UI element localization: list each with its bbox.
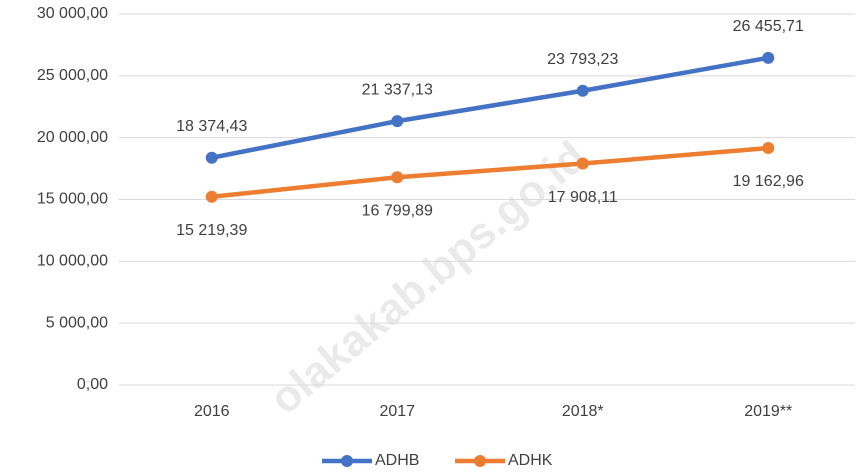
y-tick-label: 0,00 — [77, 376, 108, 393]
data-label: 16 799,89 — [362, 202, 433, 219]
point — [762, 51, 775, 64]
y-tick-label: 10 000,00 — [37, 253, 108, 270]
series-line — [211, 145, 769, 200]
data-label: 21 337,13 — [362, 81, 433, 98]
point — [576, 157, 589, 170]
y-tick-label: 5 000,00 — [46, 314, 108, 331]
x-tick-label: 2017 — [379, 403, 415, 420]
point — [391, 171, 404, 184]
point — [205, 190, 218, 203]
legend-label: ADHK — [508, 452, 553, 469]
legend-marker — [341, 455, 353, 467]
x-tick-label: 2019** — [744, 403, 792, 420]
y-tick-label: 20 000,00 — [37, 129, 108, 146]
data-label: 23 793,23 — [547, 51, 618, 68]
data-label: 15 219,39 — [176, 222, 247, 239]
point — [576, 84, 589, 97]
point — [391, 115, 404, 128]
series-line — [211, 55, 769, 160]
point — [205, 151, 218, 164]
data-label: 19 162,96 — [733, 173, 804, 190]
y-tick-label: 30 000,00 — [37, 5, 108, 22]
legend-marker — [474, 455, 486, 467]
data-label: 17 908,11 — [548, 189, 618, 206]
y-tick-label: 15 000,00 — [37, 191, 108, 208]
x-tick-label: 2018* — [562, 403, 604, 420]
y-tick-label: 25 000,00 — [37, 67, 108, 84]
data-label: 26 455,71 — [733, 18, 804, 35]
x-tick-label: 2016 — [194, 403, 230, 420]
legend-label: ADHB — [375, 452, 419, 469]
data-label: 18 374,43 — [176, 118, 247, 135]
point — [762, 142, 775, 155]
